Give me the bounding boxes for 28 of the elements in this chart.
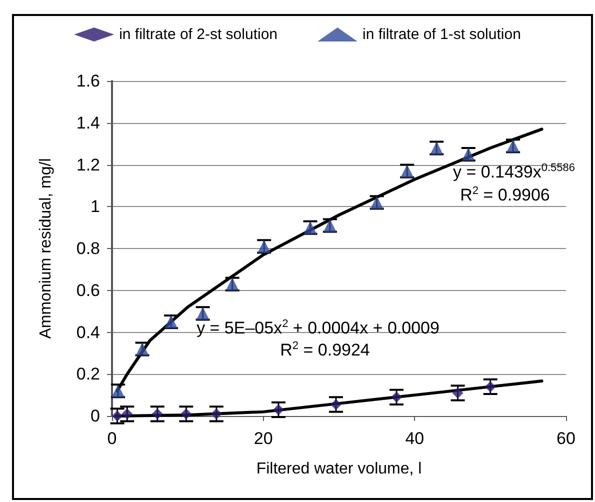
y-tick-label: 0.2 bbox=[76, 364, 100, 384]
x-tick-label: 20 bbox=[254, 429, 273, 448]
point bbox=[152, 408, 163, 420]
x-tick-label: 0 bbox=[107, 429, 117, 448]
x-tick-label: 60 bbox=[556, 429, 576, 448]
point bbox=[180, 408, 192, 420]
y-tick-label: 1.2 bbox=[76, 155, 100, 174]
y-tick-label: 1.6 bbox=[76, 72, 100, 90]
y-tick-label: 0.4 bbox=[76, 322, 100, 342]
point bbox=[484, 381, 496, 392]
point bbox=[330, 398, 342, 410]
y-tick-label: 1.4 bbox=[76, 113, 100, 132]
point bbox=[112, 384, 125, 398]
y-axis-title: Ammonium residual, mg/l bbox=[38, 158, 54, 339]
y-tick-label: 0.8 bbox=[76, 239, 100, 258]
point bbox=[391, 392, 402, 403]
x-tick-label: 40 bbox=[405, 429, 424, 448]
x-axis-title: Filtered water volume, l bbox=[256, 460, 422, 478]
point bbox=[452, 387, 464, 398]
y-tick-label: 0 bbox=[90, 406, 100, 426]
y-tick-label: 0.6 bbox=[76, 280, 100, 300]
y-tick-label: 1 bbox=[90, 197, 100, 216]
point bbox=[122, 408, 133, 420]
legend-label: in filtrate of 2-st solution bbox=[119, 26, 278, 43]
point bbox=[272, 404, 284, 416]
legend-label: in filtrate of 1-st solution bbox=[362, 26, 521, 43]
point bbox=[112, 410, 123, 422]
point bbox=[210, 408, 222, 420]
